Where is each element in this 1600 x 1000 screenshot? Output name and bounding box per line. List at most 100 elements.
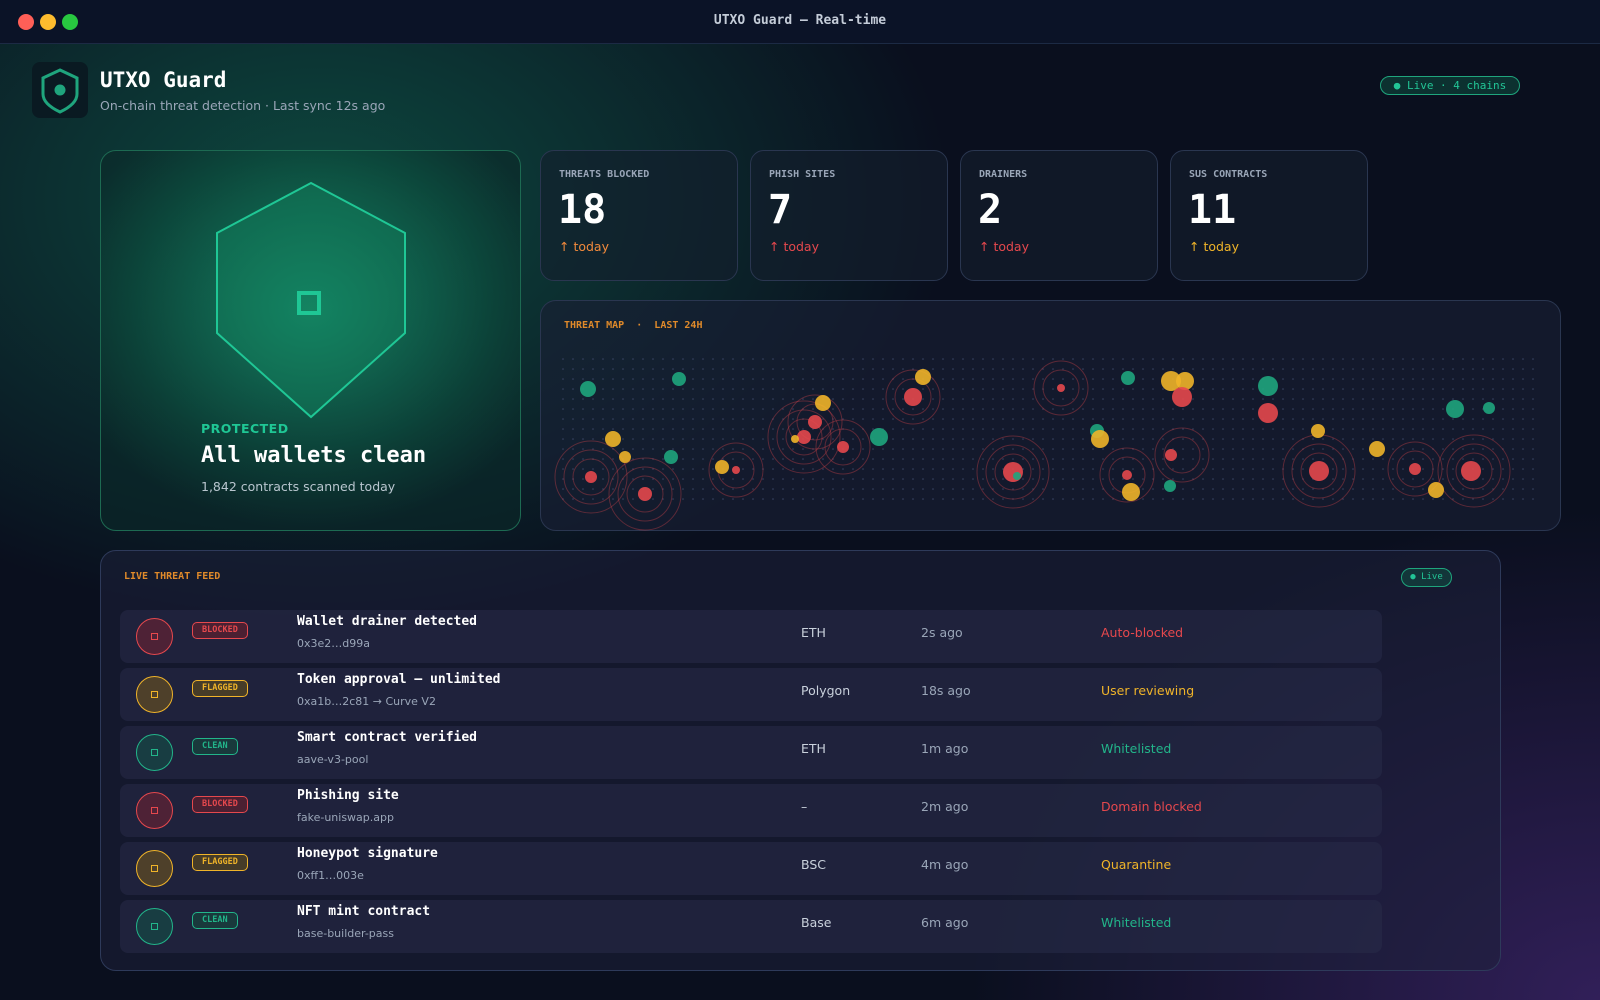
row-title: Wallet drainer detected xyxy=(297,614,478,629)
stat-trend: ↑ today xyxy=(979,239,1029,254)
threat-marker xyxy=(1165,449,1177,461)
row-detail: base-builder-pass xyxy=(297,927,394,940)
stat-card-sus-contracts[interactable]: SUS CONTRACTS 11 ↑ today xyxy=(1170,150,1368,281)
threat-marker xyxy=(580,381,596,397)
row-title: Token approval — unlimited xyxy=(297,672,501,687)
threat-ring xyxy=(1437,434,1511,508)
feed-row[interactable]: FLAGGED Honeypot signature 0xff1…003e BS… xyxy=(120,842,1382,895)
live-status-pill: ● Live · 4 chains xyxy=(1380,76,1520,95)
row-time: 4m ago xyxy=(921,857,969,872)
protection-status-card: PROTECTED All wallets clean 1,842 contra… xyxy=(100,150,521,531)
feed-row[interactable]: BLOCKED Wallet drainer detected 0x3e2…d9… xyxy=(120,610,1382,663)
stat-card-threats-blocked[interactable]: THREATS BLOCKED 18 ↑ today xyxy=(540,150,738,281)
threat-marker xyxy=(1369,441,1385,457)
threat-marker xyxy=(619,451,631,463)
row-action: Quarantine xyxy=(1101,857,1172,872)
app-name: UTXO Guard xyxy=(100,68,227,92)
threat-ring xyxy=(815,419,871,475)
title-bar: UTXO Guard — Real-time xyxy=(0,0,1600,44)
threat-ring xyxy=(1163,436,1201,474)
threat-ring xyxy=(785,418,823,456)
row-time: 18s ago xyxy=(921,683,971,698)
status-badge: BLOCKED xyxy=(192,796,248,813)
threat-marker xyxy=(1446,400,1464,418)
threat-marker xyxy=(837,441,849,453)
threat-marker xyxy=(1409,463,1421,475)
row-chain: ETH xyxy=(801,625,826,640)
threat-icon xyxy=(136,676,173,713)
threat-ring xyxy=(608,457,682,531)
map-grid xyxy=(562,358,1534,500)
stat-value: 2 xyxy=(978,187,1003,233)
threat-marker xyxy=(815,395,831,411)
threat-icon xyxy=(136,908,173,945)
threat-map[interactable] xyxy=(541,301,1562,532)
threat-ring xyxy=(708,442,764,498)
stat-trend: ↑ today xyxy=(769,239,819,254)
threat-marker xyxy=(791,435,799,443)
threat-marker xyxy=(1176,372,1194,390)
threat-marker xyxy=(672,372,686,386)
threat-ring xyxy=(1300,452,1338,490)
threat-icon xyxy=(136,734,173,771)
stat-label: DRAINERS xyxy=(979,169,1028,180)
feed-row[interactable]: BLOCKED Phishing site fake-uniswap.app –… xyxy=(120,784,1382,837)
threat-ring xyxy=(1291,443,1347,499)
stat-label: THREATS BLOCKED xyxy=(559,169,650,180)
threat-marker xyxy=(1164,480,1176,492)
status-badge: CLEAN xyxy=(192,912,238,929)
row-chain: ETH xyxy=(801,741,826,756)
row-chain: Base xyxy=(801,915,832,930)
threat-marker xyxy=(1461,461,1481,481)
threat-marker xyxy=(1122,470,1132,480)
feed-row[interactable]: FLAGGED Token approval — unlimited 0xa1b… xyxy=(120,668,1382,721)
maximize-window-button[interactable] xyxy=(62,14,78,30)
threat-marker xyxy=(1013,472,1021,480)
stat-trend: ↑ today xyxy=(1189,239,1239,254)
stat-trend: ↑ today xyxy=(559,239,609,254)
threat-ring xyxy=(824,428,862,466)
app-logo xyxy=(32,62,88,118)
threat-ring xyxy=(617,466,673,522)
row-action: Domain blocked xyxy=(1101,799,1202,814)
feed-row[interactable]: CLEAN Smart contract verified aave-v3-po… xyxy=(120,726,1382,779)
threat-marker xyxy=(1172,387,1192,407)
threat-ring xyxy=(994,453,1032,491)
threat-ring xyxy=(796,403,834,441)
stat-value: 18 xyxy=(558,187,607,233)
threat-ring xyxy=(563,449,619,505)
threat-ring xyxy=(1387,441,1443,497)
app-subtitle: On-chain threat detection · Last sync 12… xyxy=(100,98,386,113)
stat-card-phish-sites[interactable]: PHISH SITES 7 ↑ today xyxy=(750,150,948,281)
threat-marker xyxy=(904,388,922,406)
threat-marker xyxy=(1122,483,1140,501)
status-badge: FLAGGED xyxy=(192,680,248,697)
minimize-window-button[interactable] xyxy=(40,14,56,30)
row-action: Whitelisted xyxy=(1101,915,1172,930)
threat-ring xyxy=(894,378,932,416)
threat-marker xyxy=(808,415,822,429)
threat-ring xyxy=(1154,427,1210,483)
threat-ring xyxy=(976,435,1050,509)
threat-marker xyxy=(797,430,811,444)
row-detail: 0x3e2…d99a xyxy=(297,637,370,650)
threat-marker xyxy=(1003,462,1023,482)
threat-ring xyxy=(554,440,628,514)
threat-ring xyxy=(1099,447,1155,503)
stat-card-drainers[interactable]: DRAINERS 2 ↑ today xyxy=(960,150,1158,281)
row-detail: 0xff1…003e xyxy=(297,869,364,882)
feed-row[interactable]: CLEAN NFT mint contract base-builder-pas… xyxy=(120,900,1382,953)
threat-icon xyxy=(136,850,173,887)
close-window-button[interactable] xyxy=(18,14,34,30)
threat-marker xyxy=(1309,461,1329,481)
threat-icon xyxy=(136,618,173,655)
row-title: NFT mint contract xyxy=(297,904,431,919)
row-time: 6m ago xyxy=(921,915,969,930)
threat-marker xyxy=(732,466,740,474)
threat-marker xyxy=(1091,430,1109,448)
threat-ring xyxy=(626,475,664,513)
threat-ring xyxy=(1446,443,1502,499)
row-detail: fake-uniswap.app xyxy=(297,811,394,824)
row-time: 2s ago xyxy=(921,625,963,640)
shield-icon xyxy=(216,181,406,419)
